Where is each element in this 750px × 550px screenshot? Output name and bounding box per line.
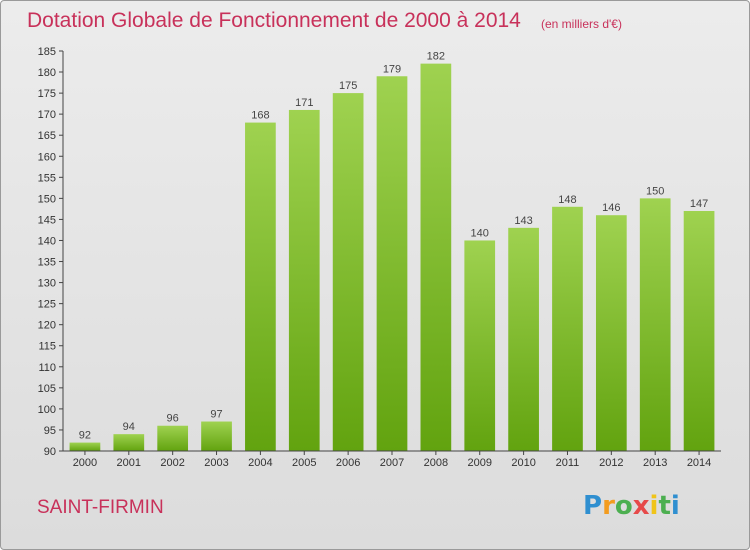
logo-letter: i <box>670 491 680 521</box>
x-tick-label: 2004 <box>248 457 272 469</box>
bar <box>683 211 715 451</box>
y-tick-label: 165 <box>38 130 56 142</box>
bar-value-label: 179 <box>383 63 401 75</box>
bar-value-label: 92 <box>79 430 91 442</box>
bar-value-label: 97 <box>210 409 222 421</box>
y-tick-label: 115 <box>38 341 56 353</box>
x-tick-label: 2009 <box>467 457 491 469</box>
y-tick-label: 125 <box>38 299 56 311</box>
place-name: SAINT-FIRMIN <box>37 497 164 518</box>
unit-note: (en milliers d'€) <box>541 17 622 31</box>
bar-value-label: 150 <box>646 185 664 197</box>
bar <box>332 93 364 452</box>
bar <box>69 442 101 451</box>
bar <box>288 109 320 452</box>
bar-value-label: 148 <box>558 194 576 206</box>
bar <box>552 206 583 451</box>
bar <box>245 122 276 451</box>
logo-letter: P <box>583 491 603 521</box>
y-tick-label: 160 <box>38 151 56 163</box>
y-tick-label: 180 <box>38 67 56 79</box>
x-tick-label: 2014 <box>687 457 711 469</box>
bar-value-label: 175 <box>339 80 357 92</box>
y-tick-label: 185 <box>38 46 56 58</box>
y-tick-label: 100 <box>38 404 56 416</box>
y-tick-label: 105 <box>38 383 56 395</box>
bar <box>376 76 408 452</box>
logo-letter: i <box>649 491 659 521</box>
bar-value-label: 146 <box>602 202 620 214</box>
x-tick-label: 2011 <box>556 457 580 469</box>
bar-value-label: 140 <box>471 227 489 239</box>
x-tick-label: 2013 <box>643 457 667 469</box>
bar <box>201 421 232 451</box>
bar <box>420 63 452 451</box>
x-tick-label: 2007 <box>380 457 404 469</box>
bar-value-label: 96 <box>167 413 179 425</box>
logo-letter: o <box>614 491 633 521</box>
x-tick-label: 2000 <box>73 457 97 469</box>
bar-value-label: 168 <box>251 110 269 122</box>
bar <box>508 227 539 451</box>
y-tick-label: 140 <box>38 235 56 247</box>
x-tick-label: 2003 <box>204 457 228 469</box>
y-tick-label: 135 <box>38 257 56 269</box>
y-tick-label: 90 <box>44 446 56 458</box>
x-tick-label: 2010 <box>511 457 535 469</box>
logo-letter: t <box>658 491 671 521</box>
x-tick-label: 2002 <box>160 457 184 469</box>
bar <box>595 215 627 451</box>
y-tick-label: 150 <box>38 193 56 205</box>
y-tick-label: 95 <box>44 425 56 437</box>
bar <box>639 198 671 451</box>
y-tick-label: 120 <box>38 320 56 332</box>
bar <box>157 425 189 451</box>
y-tick-label: 155 <box>38 172 56 184</box>
logo-letter: x <box>632 491 650 521</box>
chart-title: Dotation Globale de Fonctionnement de 20… <box>27 9 521 32</box>
proxiti-logo: Proxiti <box>583 491 680 521</box>
x-tick-label: 2008 <box>424 457 448 469</box>
x-tick-label: 2006 <box>336 457 360 469</box>
x-tick-label: 2012 <box>599 457 623 469</box>
y-tick-label: 110 <box>38 362 56 374</box>
bar-value-label: 94 <box>123 421 135 433</box>
y-tick-label: 130 <box>38 278 56 290</box>
bar <box>464 240 496 451</box>
y-tick-label: 145 <box>38 214 56 226</box>
bar-value-label: 182 <box>427 51 445 63</box>
logo-letter: r <box>602 491 615 521</box>
x-tick-label: 2001 <box>117 457 141 469</box>
bar-value-label: 171 <box>295 97 313 109</box>
x-tick-label: 2005 <box>292 457 316 469</box>
bar-value-label: 143 <box>514 215 532 227</box>
bar <box>113 434 145 451</box>
y-tick-label: 170 <box>38 109 56 121</box>
bar-value-label: 147 <box>690 198 708 210</box>
y-tick-label: 175 <box>38 88 56 100</box>
